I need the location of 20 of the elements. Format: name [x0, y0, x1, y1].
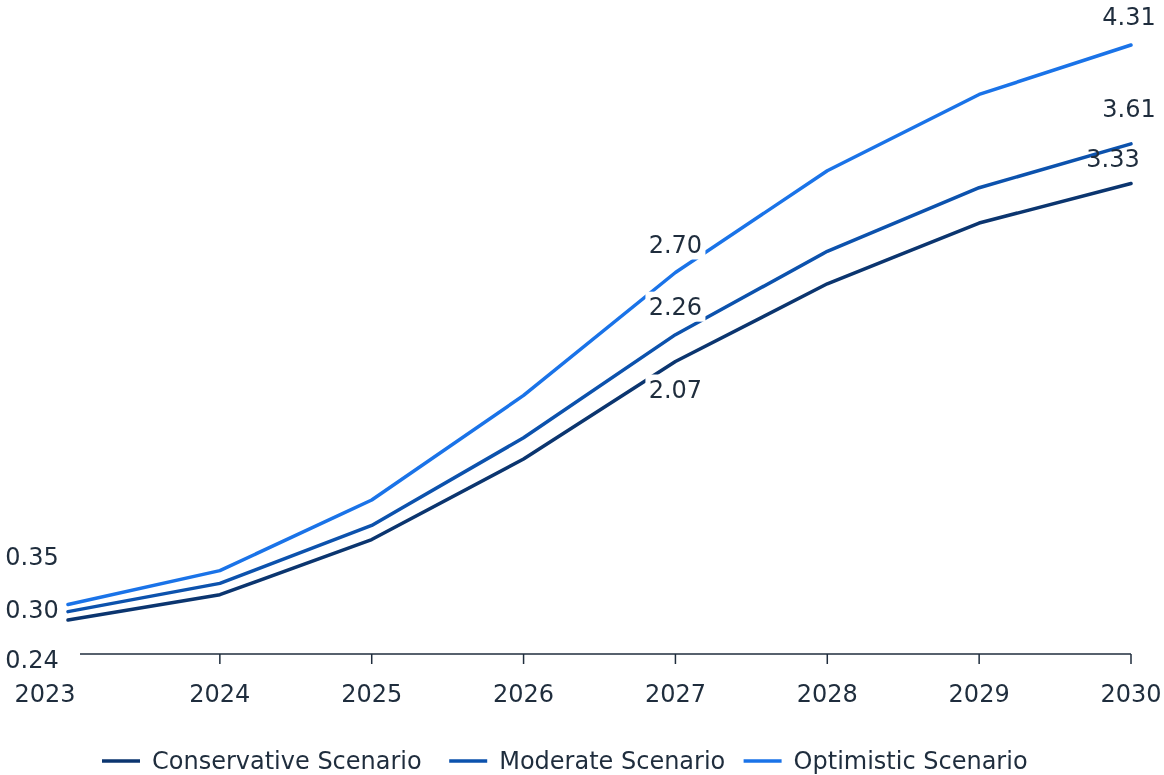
x-tick-label: 2027: [644, 680, 706, 708]
data-label: 3.61: [1102, 95, 1156, 124]
data-label: 4.31: [1102, 3, 1156, 32]
data-label: 0.24: [5, 646, 59, 675]
x-tick-label: 2028: [796, 680, 858, 708]
x-tick-label: 2030: [1100, 680, 1162, 708]
data-label: 0.30: [5, 596, 59, 625]
data-label: 2.70: [648, 230, 703, 259]
data-label: 3.33: [1086, 144, 1140, 173]
x-tick-label: 2026: [493, 680, 555, 708]
data-label: 0.35: [5, 542, 59, 571]
legend-label: Moderate Scenario: [499, 747, 726, 775]
data-label: 2.07: [648, 375, 703, 404]
x-tick-label: 2029: [948, 680, 1010, 708]
legend-label: Optimistic Scenario: [793, 747, 1028, 775]
x-tick-label: 2024: [189, 680, 251, 708]
x-tick-label: 2023: [14, 680, 76, 708]
x-tick-label: 2025: [341, 680, 403, 708]
data-label: 2.26: [648, 293, 703, 322]
legend-label: Conservative Scenario: [152, 747, 422, 775]
